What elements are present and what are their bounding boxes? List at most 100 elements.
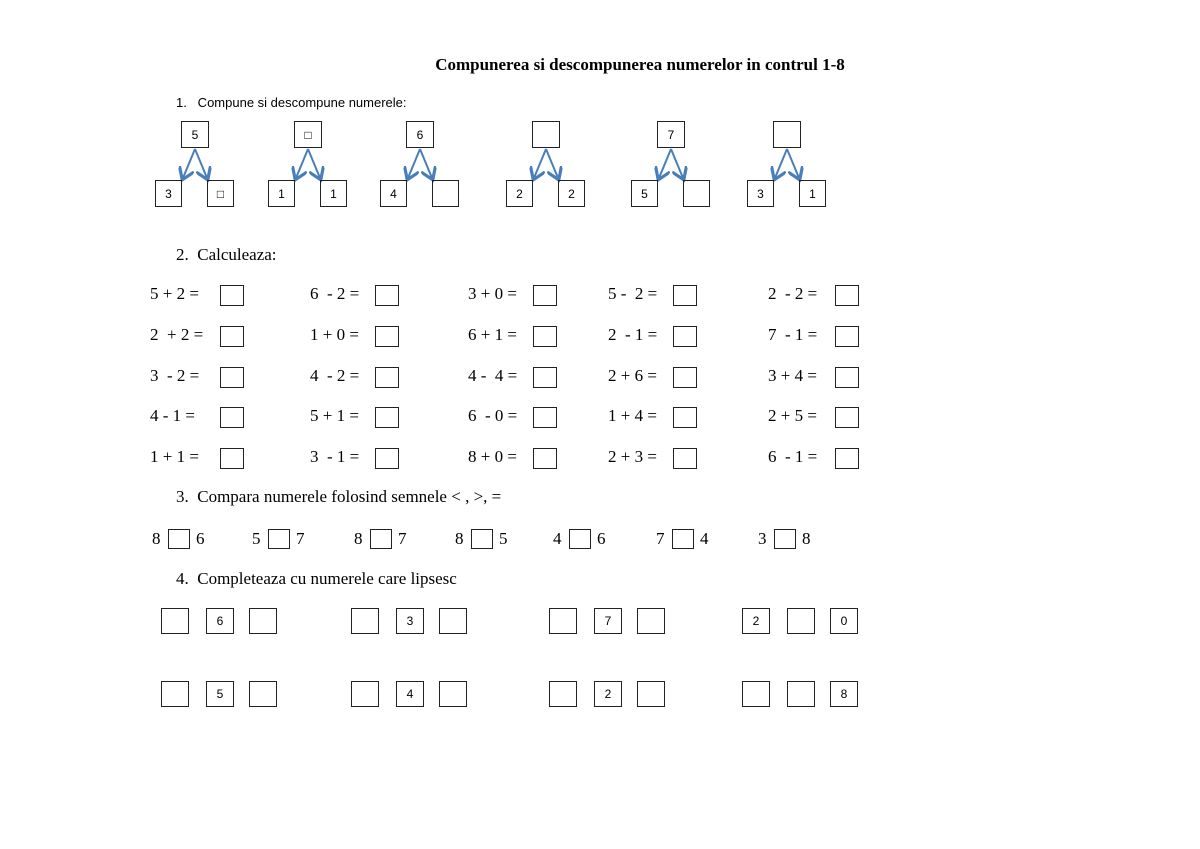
- answer-box[interactable]: [835, 326, 859, 347]
- arrow-right: [545, 148, 558, 178]
- tree-left-box[interactable]: 1: [268, 180, 295, 207]
- sequence-box[interactable]: 7: [594, 608, 622, 634]
- tree-left-box[interactable]: 3: [747, 180, 774, 207]
- compare-sign-box[interactable]: [168, 529, 190, 549]
- compare-right: 6: [597, 529, 606, 548]
- answer-box[interactable]: [533, 367, 557, 388]
- tree-top-box[interactable]: □: [294, 121, 322, 148]
- sequence-box[interactable]: 2: [742, 608, 770, 634]
- arrow-left: [775, 148, 788, 178]
- equation-label: 6 - 2 =: [310, 284, 360, 303]
- compare-sign-box[interactable]: [268, 529, 290, 549]
- sequence-box[interactable]: [787, 608, 815, 634]
- answer-box[interactable]: [835, 448, 859, 469]
- arrow-left: [183, 148, 196, 178]
- sequence-box[interactable]: 2: [594, 681, 622, 707]
- tree-left-box[interactable]: 4: [380, 180, 407, 207]
- answer-box[interactable]: [673, 407, 697, 428]
- arrow-right: [194, 148, 207, 178]
- answer-box[interactable]: [673, 326, 697, 347]
- equation-label: 5 - 2 =: [608, 284, 658, 303]
- answer-box[interactable]: [375, 367, 399, 388]
- tree-left-box[interactable]: 5: [631, 180, 658, 207]
- answer-box[interactable]: [835, 367, 859, 388]
- equation-label: 6 - 0 =: [468, 406, 518, 425]
- sequence-box[interactable]: [787, 681, 815, 707]
- sequence-box[interactable]: 8: [830, 681, 858, 707]
- answer-box[interactable]: [673, 367, 697, 388]
- tree-right-box[interactable]: 1: [799, 180, 826, 207]
- sequence-box[interactable]: [439, 608, 467, 634]
- answer-box[interactable]: [375, 326, 399, 347]
- tree-top-box[interactable]: 5: [181, 121, 209, 148]
- equation-label: 3 - 1 =: [310, 447, 360, 466]
- sequence-box[interactable]: [637, 608, 665, 634]
- tree-right-box[interactable]: 1: [320, 180, 347, 207]
- answer-box[interactable]: [220, 407, 244, 428]
- compare-sign-box[interactable]: [471, 529, 493, 549]
- answer-box[interactable]: [533, 285, 557, 306]
- compare-sign-box[interactable]: [774, 529, 796, 549]
- equation-label: 2 + 6 =: [608, 366, 657, 385]
- sequence-box[interactable]: [351, 608, 379, 634]
- sequence-box[interactable]: [549, 681, 577, 707]
- answer-box[interactable]: [375, 285, 399, 306]
- tree-right-box[interactable]: 2: [558, 180, 585, 207]
- answer-box[interactable]: [375, 407, 399, 428]
- sequence-box[interactable]: [249, 681, 277, 707]
- sequence-box[interactable]: 6: [206, 608, 234, 634]
- section3-heading: 3. Compara numerele folosind semnele < ,…: [176, 487, 502, 506]
- sequence-box[interactable]: [742, 681, 770, 707]
- answer-box[interactable]: [220, 285, 244, 306]
- tree-right-box[interactable]: □: [207, 180, 234, 207]
- answer-box[interactable]: [533, 326, 557, 347]
- compare-sign-box[interactable]: [569, 529, 591, 549]
- sequence-box[interactable]: [249, 608, 277, 634]
- answer-box[interactable]: [375, 448, 399, 469]
- sequence-box[interactable]: [439, 681, 467, 707]
- answer-box[interactable]: [835, 407, 859, 428]
- tree-top-box[interactable]: [773, 121, 801, 148]
- answer-box[interactable]: [673, 285, 697, 306]
- compare-left: 4: [553, 529, 562, 548]
- compare-right: 7: [296, 529, 305, 548]
- tree-right-box[interactable]: [683, 180, 710, 207]
- answer-box[interactable]: [835, 285, 859, 306]
- tree-top-box[interactable]: 7: [657, 121, 685, 148]
- answer-box[interactable]: [533, 407, 557, 428]
- answer-box[interactable]: [220, 367, 244, 388]
- tree-left-box[interactable]: 3: [155, 180, 182, 207]
- compare-right: 8: [802, 529, 811, 548]
- compare-left: 8: [455, 529, 464, 548]
- sequence-box[interactable]: [161, 681, 189, 707]
- compare-sign-box[interactable]: [370, 529, 392, 549]
- tree-top-box[interactable]: [532, 121, 560, 148]
- tree-top-box[interactable]: 6: [406, 121, 434, 148]
- answer-box[interactable]: [673, 448, 697, 469]
- arrow-right: [786, 148, 799, 178]
- equation-label: 2 - 1 =: [608, 325, 658, 344]
- equation-label: 1 + 4 =: [608, 406, 657, 425]
- sequence-box[interactable]: 3: [396, 608, 424, 634]
- sequence-box[interactable]: [351, 681, 379, 707]
- compare-sign-box[interactable]: [672, 529, 694, 549]
- tree-left-box[interactable]: 2: [506, 180, 533, 207]
- answer-box[interactable]: [220, 326, 244, 347]
- compare-left: 7: [656, 529, 665, 548]
- sequence-box[interactable]: 4: [396, 681, 424, 707]
- sequence-box[interactable]: [161, 608, 189, 634]
- equation-label: 3 + 4 =: [768, 366, 817, 385]
- section4-heading: 4. Completeaza cu numerele care lipsesc: [176, 569, 457, 588]
- equation-label: 4 - 4 =: [468, 366, 518, 385]
- sequence-box[interactable]: [637, 681, 665, 707]
- equation-label: 2 + 3 =: [608, 447, 657, 466]
- tree-right-box[interactable]: [432, 180, 459, 207]
- answer-box[interactable]: [220, 448, 244, 469]
- sequence-box[interactable]: 0: [830, 608, 858, 634]
- sequence-box[interactable]: 5: [206, 681, 234, 707]
- sequence-box[interactable]: [549, 608, 577, 634]
- compare-left: 8: [152, 529, 161, 548]
- answer-box[interactable]: [533, 448, 557, 469]
